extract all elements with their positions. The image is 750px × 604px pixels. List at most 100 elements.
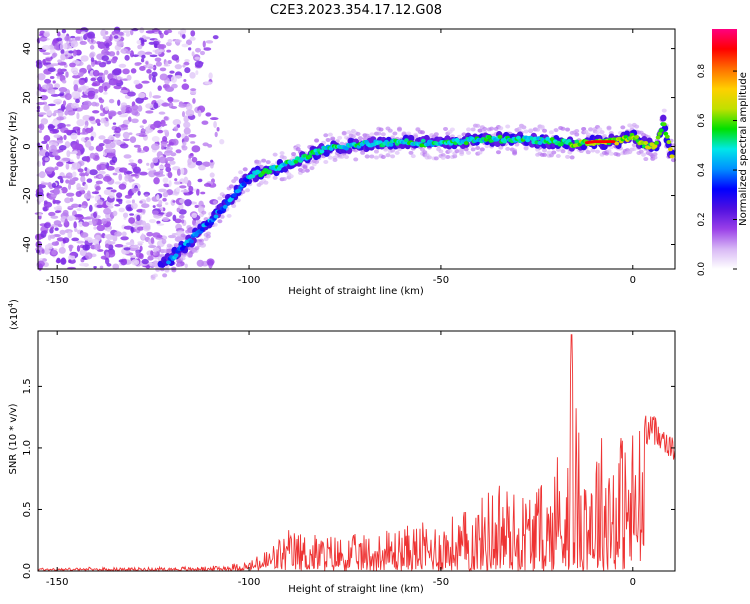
noise-speckle: [195, 70, 199, 76]
noise-speckle: [48, 146, 52, 151]
noise-speckle: [188, 133, 197, 138]
noise-speckle: [130, 174, 138, 177]
ridge-core: [463, 141, 469, 146]
noise-speckle: [36, 37, 41, 44]
ridge-halo: [332, 158, 338, 163]
noise-speckle: [122, 30, 131, 34]
ridge-halo: [212, 200, 218, 205]
noise-speckle: [108, 51, 116, 57]
y-tick-label: 0: [22, 143, 33, 149]
ridge-halo: [479, 147, 485, 152]
ridge-halo: [295, 143, 301, 148]
noise-speckle: [104, 234, 113, 239]
noise-speckle: [106, 228, 111, 232]
noise-speckle: [86, 190, 91, 197]
noise-speckle: [83, 100, 92, 107]
ridge-band: [660, 114, 667, 122]
snr-y-axis-label: SNR (10 * v/v): [8, 403, 19, 474]
noise-speckle: [68, 259, 72, 264]
ridge-halo: [263, 180, 269, 185]
noise-speckle: [157, 85, 162, 91]
x-tick-label: -50: [433, 275, 449, 286]
noise-speckle: [81, 94, 90, 98]
ridge-halo: [523, 129, 529, 134]
ridge-core: [652, 144, 658, 149]
noise-speckle: [114, 244, 124, 248]
noise-speckle: [150, 237, 155, 244]
noise-speckle: [70, 35, 76, 39]
colorbar-tick-label: 0.6: [697, 113, 707, 128]
noise-speckle: [41, 84, 50, 90]
noise-speckle: [166, 211, 173, 217]
ridge-halo: [410, 154, 416, 159]
noise-speckle: [167, 234, 176, 239]
noise-speckle: [65, 163, 70, 170]
ridge-halo: [362, 136, 368, 141]
ridge-halo: [350, 134, 356, 139]
noise-speckle: [185, 109, 195, 117]
ridge-halo: [392, 131, 398, 136]
noise-speckle: [104, 106, 109, 111]
noise-speckle: [67, 110, 76, 116]
ridge-core: [574, 139, 580, 144]
noise-speckle: [137, 105, 143, 112]
noise-speckle: [49, 76, 55, 79]
spectrogram-y-ticks: -40 -20 0 20 40: [22, 42, 675, 253]
ridge-halo: [505, 146, 511, 151]
noise-speckle: [204, 81, 213, 85]
ridge-core: [566, 139, 572, 144]
noise-speckle: [119, 89, 129, 94]
noise-speckle: [80, 205, 87, 209]
noise-speckle: [75, 98, 80, 104]
ridge-halo: [228, 184, 234, 189]
ridge-halo: [652, 152, 658, 157]
ridge-halo: [353, 157, 359, 162]
x-tick-label: -150: [46, 577, 69, 588]
noise-speckle: [123, 225, 133, 230]
noise-speckle: [76, 240, 85, 244]
ridge-halo: [585, 150, 591, 155]
noise-speckle: [146, 231, 154, 237]
noise-speckle: [146, 162, 150, 166]
ridge-halo: [643, 157, 649, 162]
noise-speckle: [181, 43, 189, 48]
noise-speckle: [51, 182, 56, 188]
noise-speckle: [127, 189, 133, 197]
noise-speckle: [184, 59, 190, 63]
noise-speckle: [153, 177, 160, 185]
noise-speckle: [125, 200, 132, 204]
noise-speckle: [175, 149, 182, 154]
noise-speckle: [210, 159, 214, 163]
noise-speckle: [71, 162, 81, 170]
noise-speckle: [82, 244, 91, 251]
ridge-halo: [185, 229, 191, 234]
noise-speckle: [137, 92, 146, 99]
x-tick-label: -150: [46, 275, 69, 286]
noise-speckle: [98, 170, 106, 175]
noise-speckle: [173, 126, 179, 132]
noise-speckle: [56, 76, 61, 79]
noise-speckle: [104, 120, 110, 127]
noise-speckle: [199, 50, 206, 56]
noise-speckle: [103, 175, 112, 182]
colorbar-tick-label: 0.2: [697, 212, 707, 226]
ridge-halo: [420, 130, 426, 135]
noise-speckle: [73, 221, 77, 229]
noise-speckle: [158, 156, 168, 164]
noise-speckle: [171, 83, 178, 89]
noise-speckle: [114, 231, 123, 237]
noise-speckle: [38, 171, 46, 179]
noise-speckle: [176, 168, 181, 176]
ridge-core: [634, 135, 640, 140]
ridge-halo: [581, 127, 587, 132]
noise-speckle: [156, 223, 165, 226]
noise-speckle: [52, 151, 59, 156]
ridge-halo: [355, 131, 361, 136]
colorbar-label: Normalized spectral amplitude: [738, 72, 749, 226]
noise-speckle: [76, 245, 81, 252]
ridge-core: [267, 169, 273, 174]
ridge-halo: [265, 160, 271, 165]
noise-speckle: [93, 211, 98, 219]
noise-speckle: [72, 171, 77, 178]
noise-speckle: [152, 157, 159, 164]
